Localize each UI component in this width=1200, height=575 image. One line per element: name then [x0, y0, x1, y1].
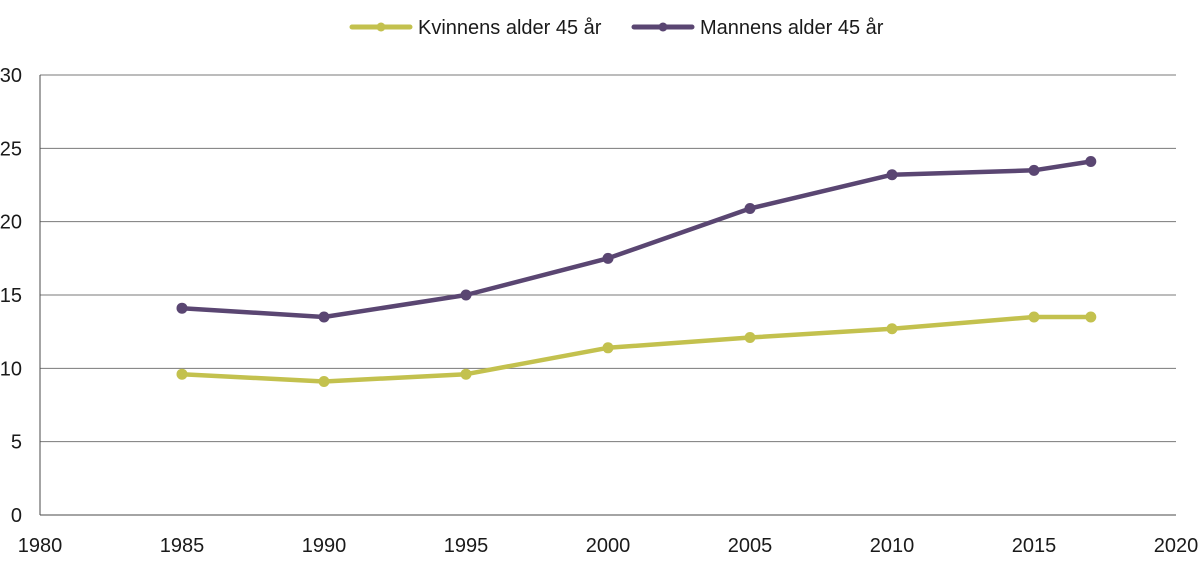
x-tick-label: 2020 — [1154, 535, 1199, 557]
series-2-line — [179, 159, 1094, 320]
legend-swatch-marker — [376, 22, 386, 32]
x-tick-label: 2000 — [586, 535, 631, 557]
y-tick-label: 0 — [11, 505, 22, 527]
series-1-point — [460, 368, 472, 380]
x-tick-label: 1995 — [444, 535, 489, 557]
series-1-point — [176, 368, 188, 380]
x-tick-label: 2010 — [870, 535, 915, 557]
gridlines — [40, 74, 1176, 443]
legend: Kvinnens alder 45 år Mannens alder 45 år — [349, 17, 884, 39]
y-tick-label: 15 — [0, 285, 22, 307]
legend-item: Kvinnens alder 45 år — [349, 17, 602, 39]
series-2-point — [460, 289, 472, 301]
series-2-point — [318, 311, 330, 323]
series-2-point — [602, 252, 614, 264]
y-axis-ticks: 0 5 10 15 20 25 30 — [0, 65, 22, 527]
axes — [39, 75, 1176, 516]
y-tick-label: 10 — [0, 358, 22, 380]
series-group — [176, 156, 1097, 388]
series-2-point — [1085, 156, 1097, 168]
series-1-point — [318, 376, 330, 388]
series-1-line — [179, 314, 1094, 384]
x-tick-label: 1980 — [18, 535, 63, 557]
series-2-point — [886, 169, 898, 181]
series-2-point — [744, 202, 756, 214]
y-tick-label: 25 — [0, 138, 22, 160]
y-tick-label: 5 — [11, 432, 22, 454]
x-tick-label: 2015 — [1012, 535, 1057, 557]
x-tick-label: 1985 — [160, 535, 205, 557]
series-1-point — [744, 332, 756, 344]
x-tick-label: 2005 — [728, 535, 773, 557]
series-1-point — [602, 342, 614, 354]
y-tick-label: 20 — [0, 212, 22, 234]
series-1-point — [886, 323, 898, 335]
x-tick-label: 1990 — [302, 535, 347, 557]
series-1-point — [1028, 311, 1040, 323]
x-axis-ticks: 1980 1985 1990 1995 2000 2005 2010 2015 2020 — [18, 535, 1199, 557]
series-1-point — [1085, 311, 1097, 323]
legend-swatch-marker — [658, 22, 668, 32]
legend-item: Mannens alder 45 år — [631, 17, 884, 39]
series-2-point — [176, 302, 188, 314]
legend-label: Kvinnens alder 45 år — [418, 17, 602, 39]
y-tick-label: 30 — [0, 65, 22, 87]
series-2-point — [1028, 164, 1040, 176]
legend-label: Mannens alder 45 år — [700, 17, 884, 39]
